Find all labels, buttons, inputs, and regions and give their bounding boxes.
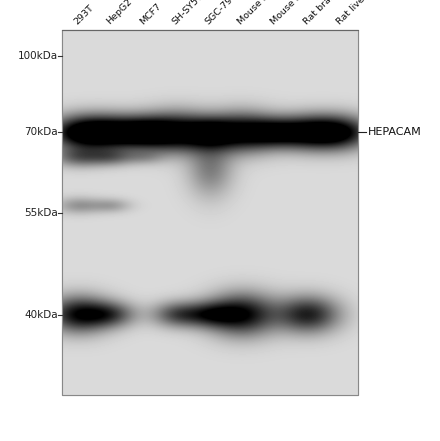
Text: 293T: 293T <box>72 3 95 26</box>
Text: HEPACAM: HEPACAM <box>368 127 422 137</box>
Text: Rat brain: Rat brain <box>302 0 339 26</box>
Text: 40kDa: 40kDa <box>24 310 58 320</box>
Text: Mouse brain: Mouse brain <box>237 0 284 26</box>
Text: HepG2: HepG2 <box>105 0 134 26</box>
Text: 55kDa: 55kDa <box>24 208 58 217</box>
Text: SH-SY5Y: SH-SY5Y <box>171 0 205 26</box>
Bar <box>62 30 358 395</box>
Text: Rat liver: Rat liver <box>335 0 370 26</box>
Text: SGC-7901: SGC-7901 <box>204 0 243 26</box>
Text: MCF7: MCF7 <box>138 1 163 26</box>
Text: Mouse liver: Mouse liver <box>269 0 314 26</box>
Text: 70kDa: 70kDa <box>24 127 58 137</box>
Text: 100kDa: 100kDa <box>18 51 58 60</box>
Bar <box>62 30 358 395</box>
